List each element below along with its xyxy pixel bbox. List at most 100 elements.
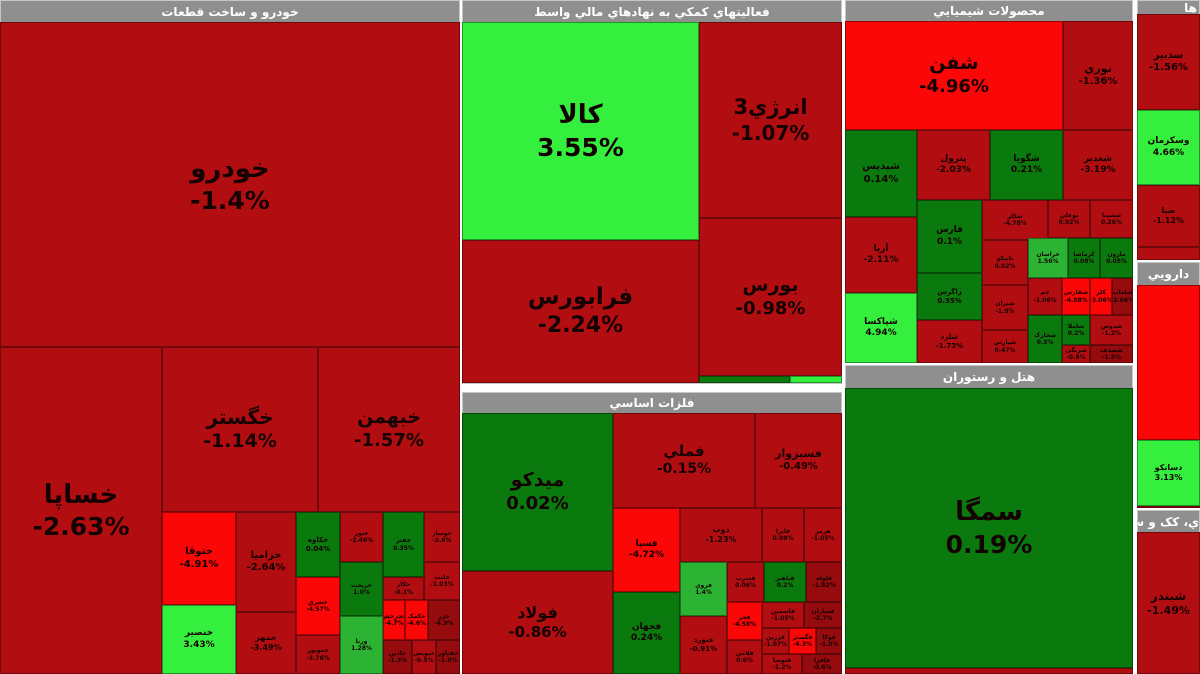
treemap-cell[interactable]: شلعاب -2.06% <box>1112 278 1133 315</box>
treemap-cell[interactable]: شلرد -1.73% <box>917 320 982 363</box>
treemap-cell[interactable]: خکاوه 0.04% <box>296 512 340 577</box>
treemap-cell[interactable]: وسکرمان 4.66% <box>1137 110 1200 185</box>
treemap-cell[interactable]: کرماشا 0.08% <box>1068 238 1100 278</box>
treemap-cell[interactable]: بورس -0.98% <box>699 218 842 376</box>
treemap-cell[interactable]: خمهر -3.49% <box>236 612 296 674</box>
treemap-cell[interactable]: فجهان 0.24% <box>613 592 680 674</box>
treemap-cell[interactable]: انرژي3 -1.07% <box>699 22 842 218</box>
treemap-cell[interactable]: خزاميا -2.64% <box>236 512 296 612</box>
treemap-cell[interactable]: فزرين -1.07% <box>762 628 789 654</box>
treemap-cell[interactable]: خزر -4.9% <box>428 600 460 640</box>
treemap-cell[interactable]: تاپيکو 0.02% <box>982 240 1028 285</box>
treemap-cell[interactable]: سمگا 0.19% <box>845 388 1133 668</box>
treemap-cell[interactable]: شپاکسا 4.94% <box>845 293 917 363</box>
treemap-cell[interactable]: فلوله -1.82% <box>806 562 842 602</box>
treemap-cell[interactable]: فارس 0.1% <box>917 200 982 273</box>
treemap-cell[interactable]: شکلر -4.78% <box>982 200 1048 240</box>
ticker-change-value: -0.1% <box>393 588 414 596</box>
treemap-cell[interactable] <box>845 668 1133 674</box>
treemap-cell[interactable]: شيران -1.9% <box>982 285 1028 330</box>
treemap-cell[interactable]: دسانکو 3.13% <box>1137 440 1200 506</box>
treemap-cell[interactable]: ذوب -1.23% <box>680 508 762 562</box>
ticker-label: شصدف <box>1100 346 1123 354</box>
treemap-cell[interactable]: فايرا 0.09% <box>762 508 804 562</box>
treemap-cell[interactable]: خپويش -0.5% <box>412 640 436 674</box>
treemap-cell[interactable]: خموتور -3.76% <box>296 635 340 674</box>
treemap-cell[interactable] <box>699 376 790 383</box>
treemap-cell[interactable]: فلامي 0.6% <box>727 640 762 674</box>
treemap-cell[interactable]: سدبير -1.56% <box>1137 14 1200 110</box>
treemap-cell[interactable]: جم -1.06% <box>1028 278 1062 315</box>
treemap-cell[interactable]: خراسان 1.56% <box>1028 238 1068 278</box>
treemap-cell[interactable]: کالا 3.55% <box>462 22 699 240</box>
treemap-cell[interactable]: فولاد -0.86% <box>462 571 613 674</box>
treemap-cell[interactable]: ختور -2.46% <box>340 512 383 562</box>
treemap-cell[interactable]: شصدف -1.5% <box>1090 345 1133 363</box>
treemap-cell[interactable]: خنصير 3.43% <box>162 605 236 674</box>
treemap-cell[interactable] <box>790 376 842 383</box>
treemap-cell[interactable]: فجر -4.58% <box>727 602 762 640</box>
treemap-cell[interactable]: پترول -2.03% <box>917 130 990 200</box>
treemap-cell[interactable]: زاگرس 0.35% <box>917 273 982 320</box>
treemap-cell[interactable]: شفن -4.96% <box>845 21 1063 130</box>
treemap-cell[interactable]: خبهمن -1.57% <box>318 347 460 512</box>
treemap-cell[interactable]: شبندر -1.49% <box>1137 532 1200 674</box>
treemap-cell[interactable]: ميدکو 0.02% <box>462 413 613 571</box>
treemap-cell[interactable]: شخارک 0.3% <box>1028 315 1062 363</box>
treemap-cell[interactable]: نوري -1.36% <box>1063 21 1133 130</box>
treemap-cell[interactable]: شدوص -1.2% <box>1090 315 1133 345</box>
treemap-cell[interactable]: فملي -0.15% <box>613 413 755 508</box>
treemap-cell[interactable]: فرابورس -2.24% <box>462 240 699 383</box>
treemap-cell[interactable]: ختوقا -4.91% <box>162 512 236 605</box>
treemap-cell[interactable]: شغدير -3.19% <box>1063 130 1133 200</box>
treemap-cell[interactable]: فنورد -0.91% <box>680 616 727 674</box>
treemap-cell[interactable]: شرنگي -0.8% <box>1062 345 1090 363</box>
treemap-cell[interactable]: فسازان -2.7% <box>804 602 842 628</box>
treemap-cell[interactable]: مارون 0.05% <box>1100 238 1133 278</box>
ticker-change-value: 1.4% <box>695 589 712 596</box>
treemap-cell[interactable]: خچرخش-4.7% <box>383 600 405 640</box>
treemap-cell[interactable]: فسپا -4.72% <box>613 508 680 592</box>
treemap-cell[interactable]: خفنر 0.35% <box>383 512 424 577</box>
treemap-cell[interactable]: ورنا 1.28% <box>340 616 383 674</box>
treemap-cell[interactable]: خلنت -1.03% <box>424 562 460 600</box>
treemap-cell[interactable]: خکمک -4.6% <box>405 600 428 640</box>
treemap-cell[interactable]: فسرب 0.06% <box>727 562 764 602</box>
treemap-cell[interactable]: شپارس 0.47% <box>982 330 1028 363</box>
treemap-cell[interactable]: فباهنر 0.2% <box>764 562 806 602</box>
treemap-cell[interactable]: خساپا -2.63% <box>0 347 162 674</box>
treemap-cell[interactable]: شگويا 0.21% <box>990 130 1063 200</box>
treemap-cell[interactable]: فوکا -1.0% <box>816 628 842 654</box>
treemap-cell[interactable]: شفارس -4.88% <box>1062 278 1090 315</box>
treemap-cell[interactable]: هرمز -1.05% <box>804 508 842 562</box>
treemap-cell[interactable]: فگستر -4.3% <box>789 628 816 654</box>
treemap-cell[interactable]: خوساز -2.6% <box>424 512 460 562</box>
ticker-change-value: 0.26% <box>1101 219 1122 226</box>
treemap-cell[interactable] <box>1137 285 1200 440</box>
treemap-cell[interactable]: خاذين -1.3% <box>383 640 412 674</box>
treemap-cell[interactable]: خودرو -1.4% <box>0 22 460 347</box>
ticker-change-value: 0.1% <box>937 236 962 247</box>
treemap-cell[interactable]: صبا -1.12% <box>1137 185 1200 247</box>
treemap-cell[interactable]: فتوسا -1.2% <box>762 654 802 674</box>
treemap-cell[interactable]: خفناور -1.0% <box>436 640 460 674</box>
treemap-cell[interactable] <box>1137 506 1200 508</box>
treemap-cell[interactable]: شپديس 0.14% <box>845 130 917 217</box>
treemap-cell[interactable]: خگستر -1.14% <box>162 347 318 512</box>
treemap-cell[interactable]: شاملا 0.2% <box>1062 315 1090 345</box>
treemap-cell[interactable]: آريا -2.11% <box>845 217 917 293</box>
ticker-change-value: -4.3% <box>792 641 813 648</box>
treemap-cell[interactable] <box>1137 247 1200 260</box>
treemap-cell[interactable]: فسبزوار -0.49% <box>755 413 842 508</box>
treemap-cell[interactable]: خريخت 1.0% <box>340 562 383 616</box>
treemap-cell[interactable]: خشرق -4.57% <box>296 577 340 635</box>
treemap-cell[interactable]: بوعلي 0.92% <box>1048 200 1090 238</box>
treemap-cell[interactable]: فروي 1.4% <box>680 562 727 616</box>
treemap-cell[interactable]: کلر -3.06% <box>1090 278 1112 315</box>
treemap-cell[interactable]: فاسمين -1.05% <box>762 602 804 628</box>
treemap-cell[interactable]: خکار -0.1% <box>383 577 424 600</box>
treemap-cell[interactable]: شسينا 0.26% <box>1090 200 1133 238</box>
treemap-cell[interactable]: فافزا -0.6% <box>802 654 842 674</box>
ticker-change-value: 0.19% <box>945 529 1033 559</box>
ticker-change-value: -4.58% <box>732 621 757 628</box>
